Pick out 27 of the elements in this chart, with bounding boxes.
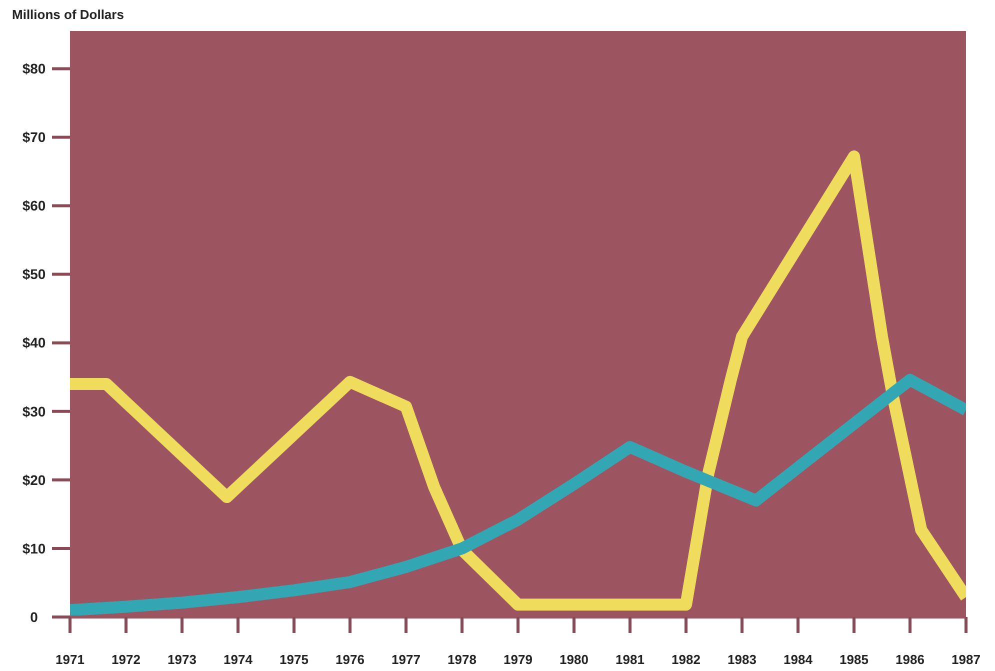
y-tick-label: $70 — [22, 129, 46, 146]
y-tick-label: $20 — [22, 472, 46, 488]
y-axis-title: Millions of Dollars — [12, 7, 124, 22]
x-tick-label: 1975 — [280, 652, 308, 667]
y-tick-label: $10 — [22, 540, 46, 556]
x-tick-label: 1976 — [336, 652, 364, 667]
x-tick-label: 1985 — [840, 652, 868, 667]
x-tick-label: 1977 — [392, 652, 420, 667]
x-tick-label: 1979 — [504, 652, 532, 667]
x-tick-label: 1981 — [616, 652, 644, 667]
x-tick-label: 1973 — [168, 652, 196, 667]
y-tick-label: $60 — [22, 198, 46, 214]
x-tick-label: 1974 — [224, 652, 254, 667]
x-tick-label: 1980 — [560, 652, 588, 667]
x-tick-label: 1983 — [728, 652, 756, 667]
y-tick-label: $40 — [22, 334, 46, 351]
x-tick-label: 1982 — [672, 652, 700, 667]
x-tick-label: 1987 — [952, 652, 980, 667]
y-tick-label: $50 — [22, 266, 46, 282]
y-tick-label: 0 — [30, 608, 38, 625]
x-tick-label: 1972 — [112, 652, 140, 667]
x-tick-label: 1984 — [784, 652, 814, 667]
x-tick-label: 1986 — [896, 652, 924, 667]
y-tick-label: $80 — [22, 60, 46, 77]
x-tick-label: 1978 — [448, 652, 476, 667]
x-tick-label: 1971 — [56, 652, 84, 667]
y-tick-label: $30 — [22, 403, 46, 420]
